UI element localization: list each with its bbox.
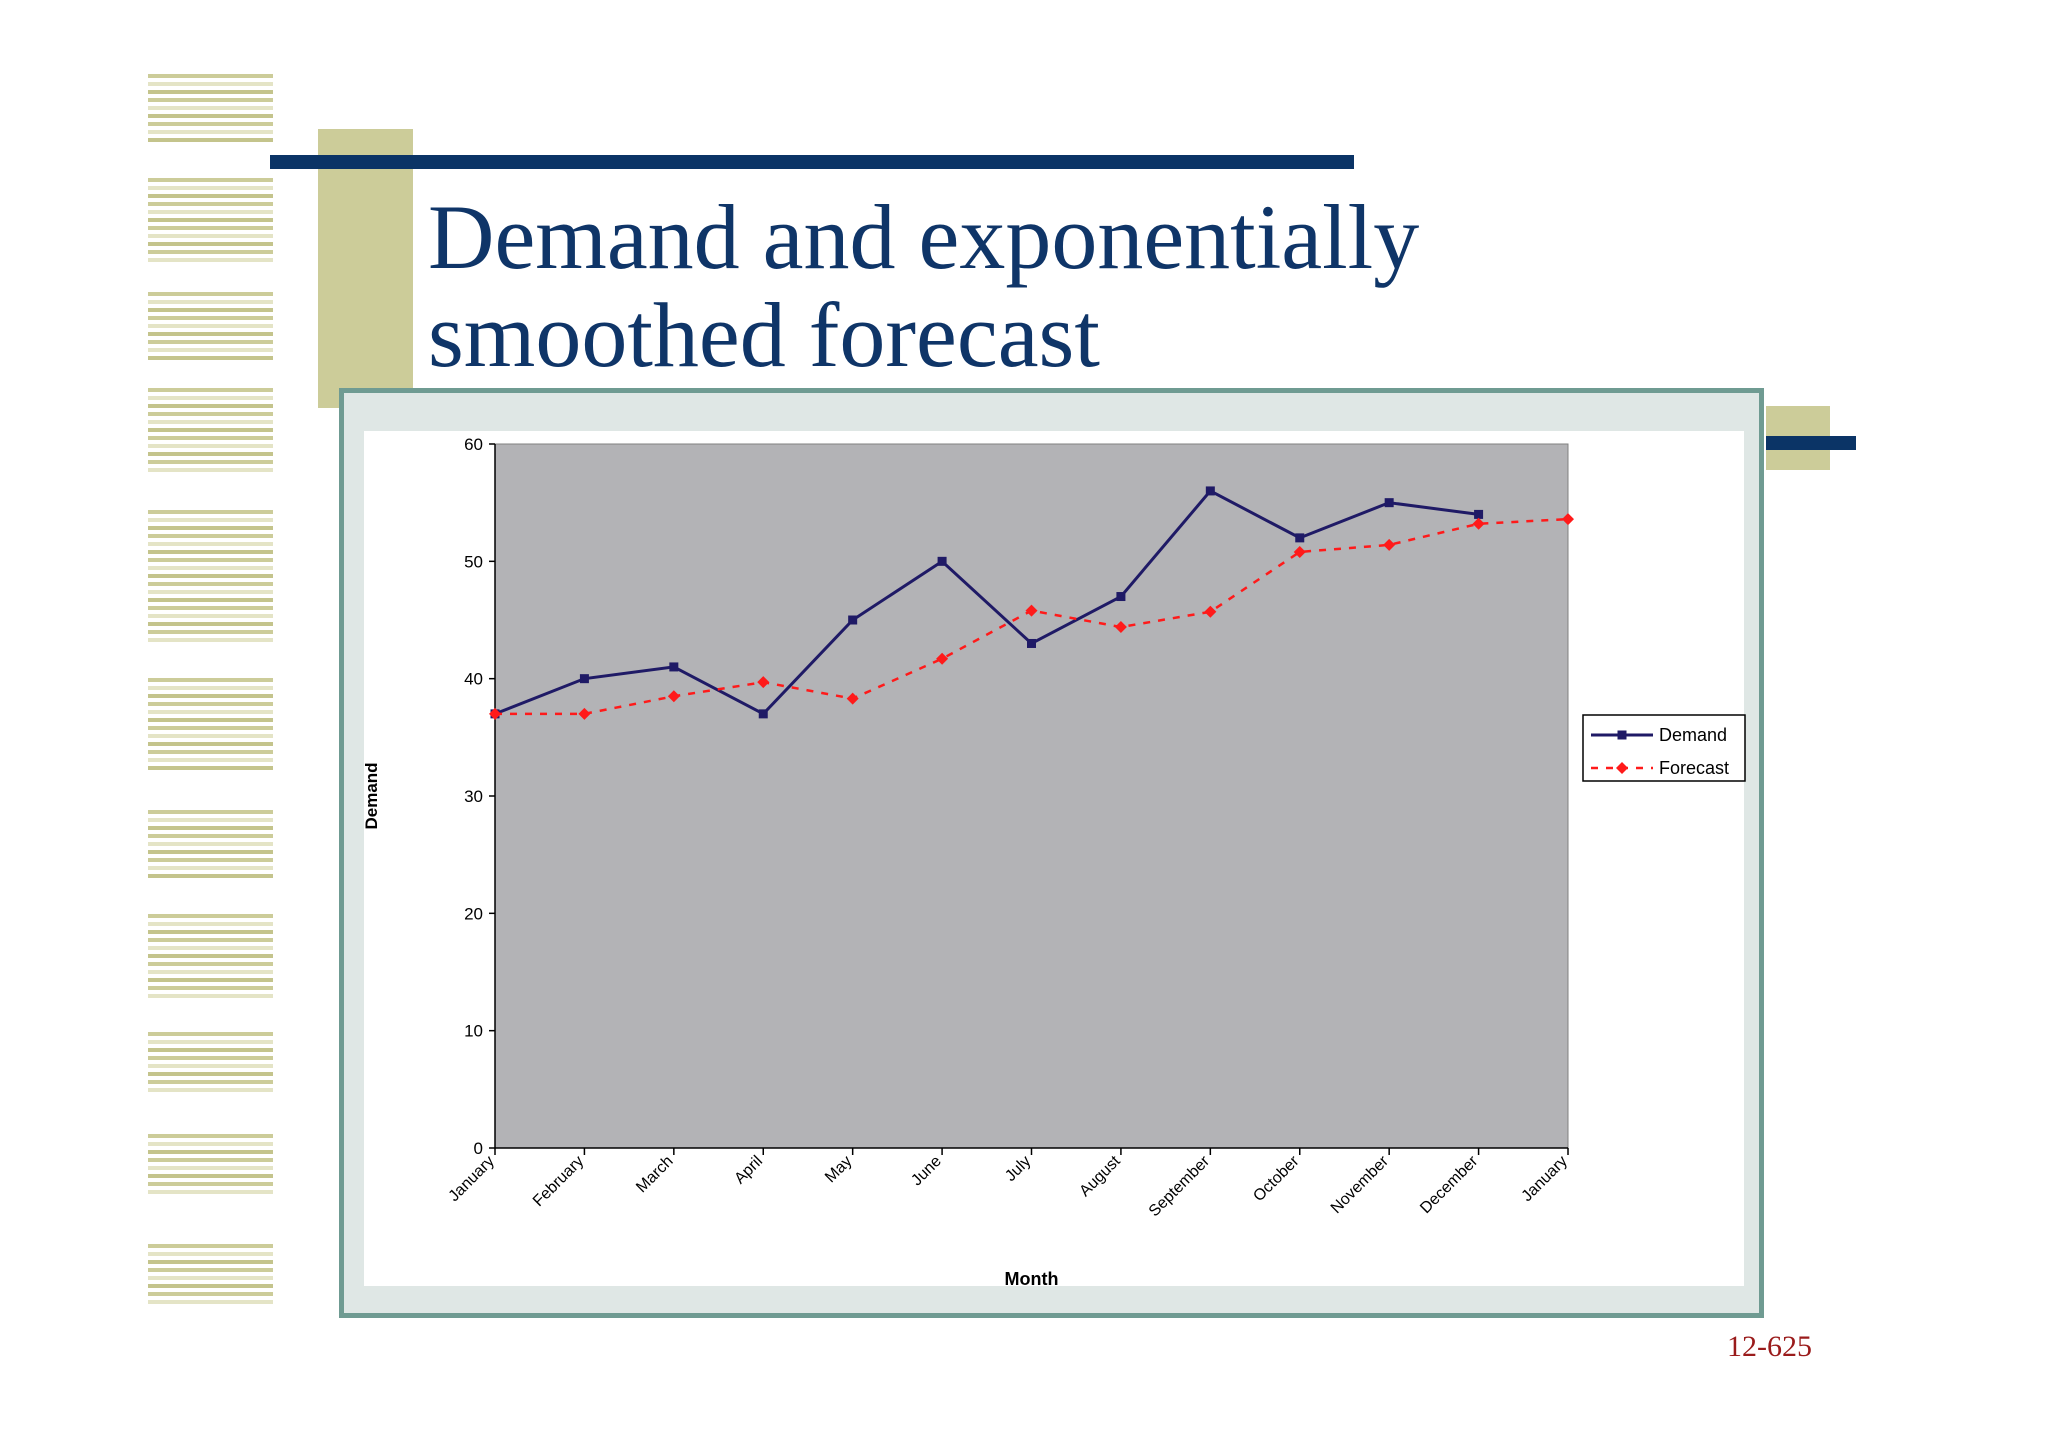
demand-point	[669, 662, 679, 672]
chart-frame: 0 10 20 30 40 50 60 January February March April Ma…	[339, 388, 1764, 1318]
y-tick-label: 30	[464, 787, 483, 806]
demand-point	[1205, 486, 1215, 496]
slide-title-line-1: Demand and exponentially	[428, 186, 1420, 288]
demand-point	[937, 556, 947, 566]
forecast-point	[489, 707, 501, 720]
demand-point	[1474, 509, 1484, 519]
page-number: 12-625	[1727, 1330, 1812, 1363]
y-axis-title: Demand	[362, 762, 381, 829]
forecast-point	[1114, 621, 1127, 634]
forecast-point	[667, 690, 680, 703]
legend-forecast-label: Forecast	[1659, 758, 1729, 778]
title-accent-block	[318, 129, 413, 408]
forecast-series	[489, 513, 1574, 720]
forecast-point	[1293, 545, 1306, 558]
legend: Demand Forecast	[1582, 714, 1746, 782]
legend-forecast-marker	[1616, 762, 1628, 774]
forecast-point	[1562, 513, 1574, 526]
right-accent-rule	[1766, 436, 1856, 450]
demand-point	[1384, 498, 1394, 508]
forecast-point	[846, 692, 859, 705]
forecast-point	[1025, 604, 1038, 617]
plot-area	[494, 443, 1569, 1149]
y-tick-label: 40	[464, 670, 483, 689]
forecast-point	[1472, 517, 1485, 530]
demand-point	[579, 674, 589, 684]
demand-point	[848, 615, 858, 625]
demand-point	[758, 709, 768, 719]
y-tick-label: 60	[464, 435, 483, 454]
forecast-point	[1204, 605, 1217, 618]
decorative-stripes	[148, 74, 273, 1304]
demand-point	[1116, 592, 1126, 602]
legend-demand-label: Demand	[1659, 725, 1727, 745]
forecast-point	[936, 652, 949, 665]
demand-point	[1027, 638, 1036, 648]
slide-title: Demand and exponentially smoothed foreca…	[428, 188, 1728, 384]
y-tick-label: 0	[474, 1139, 483, 1158]
title-rule	[270, 155, 1354, 169]
demand-line	[494, 489, 1479, 716]
y-tick-label: 50	[464, 552, 483, 571]
x-axis-title: Month	[1005, 1269, 1059, 1289]
forecast-point	[1383, 538, 1396, 551]
forecast-point	[578, 707, 591, 720]
y-tick-label: 10	[464, 1022, 483, 1041]
slide-title-line-2: smoothed forecast	[428, 284, 1100, 386]
forecast-point	[757, 676, 770, 689]
y-tick-label: 20	[464, 904, 483, 923]
legend-box	[1582, 714, 1746, 782]
legend-demand-marker	[1617, 730, 1627, 740]
demand-point	[1295, 533, 1305, 543]
